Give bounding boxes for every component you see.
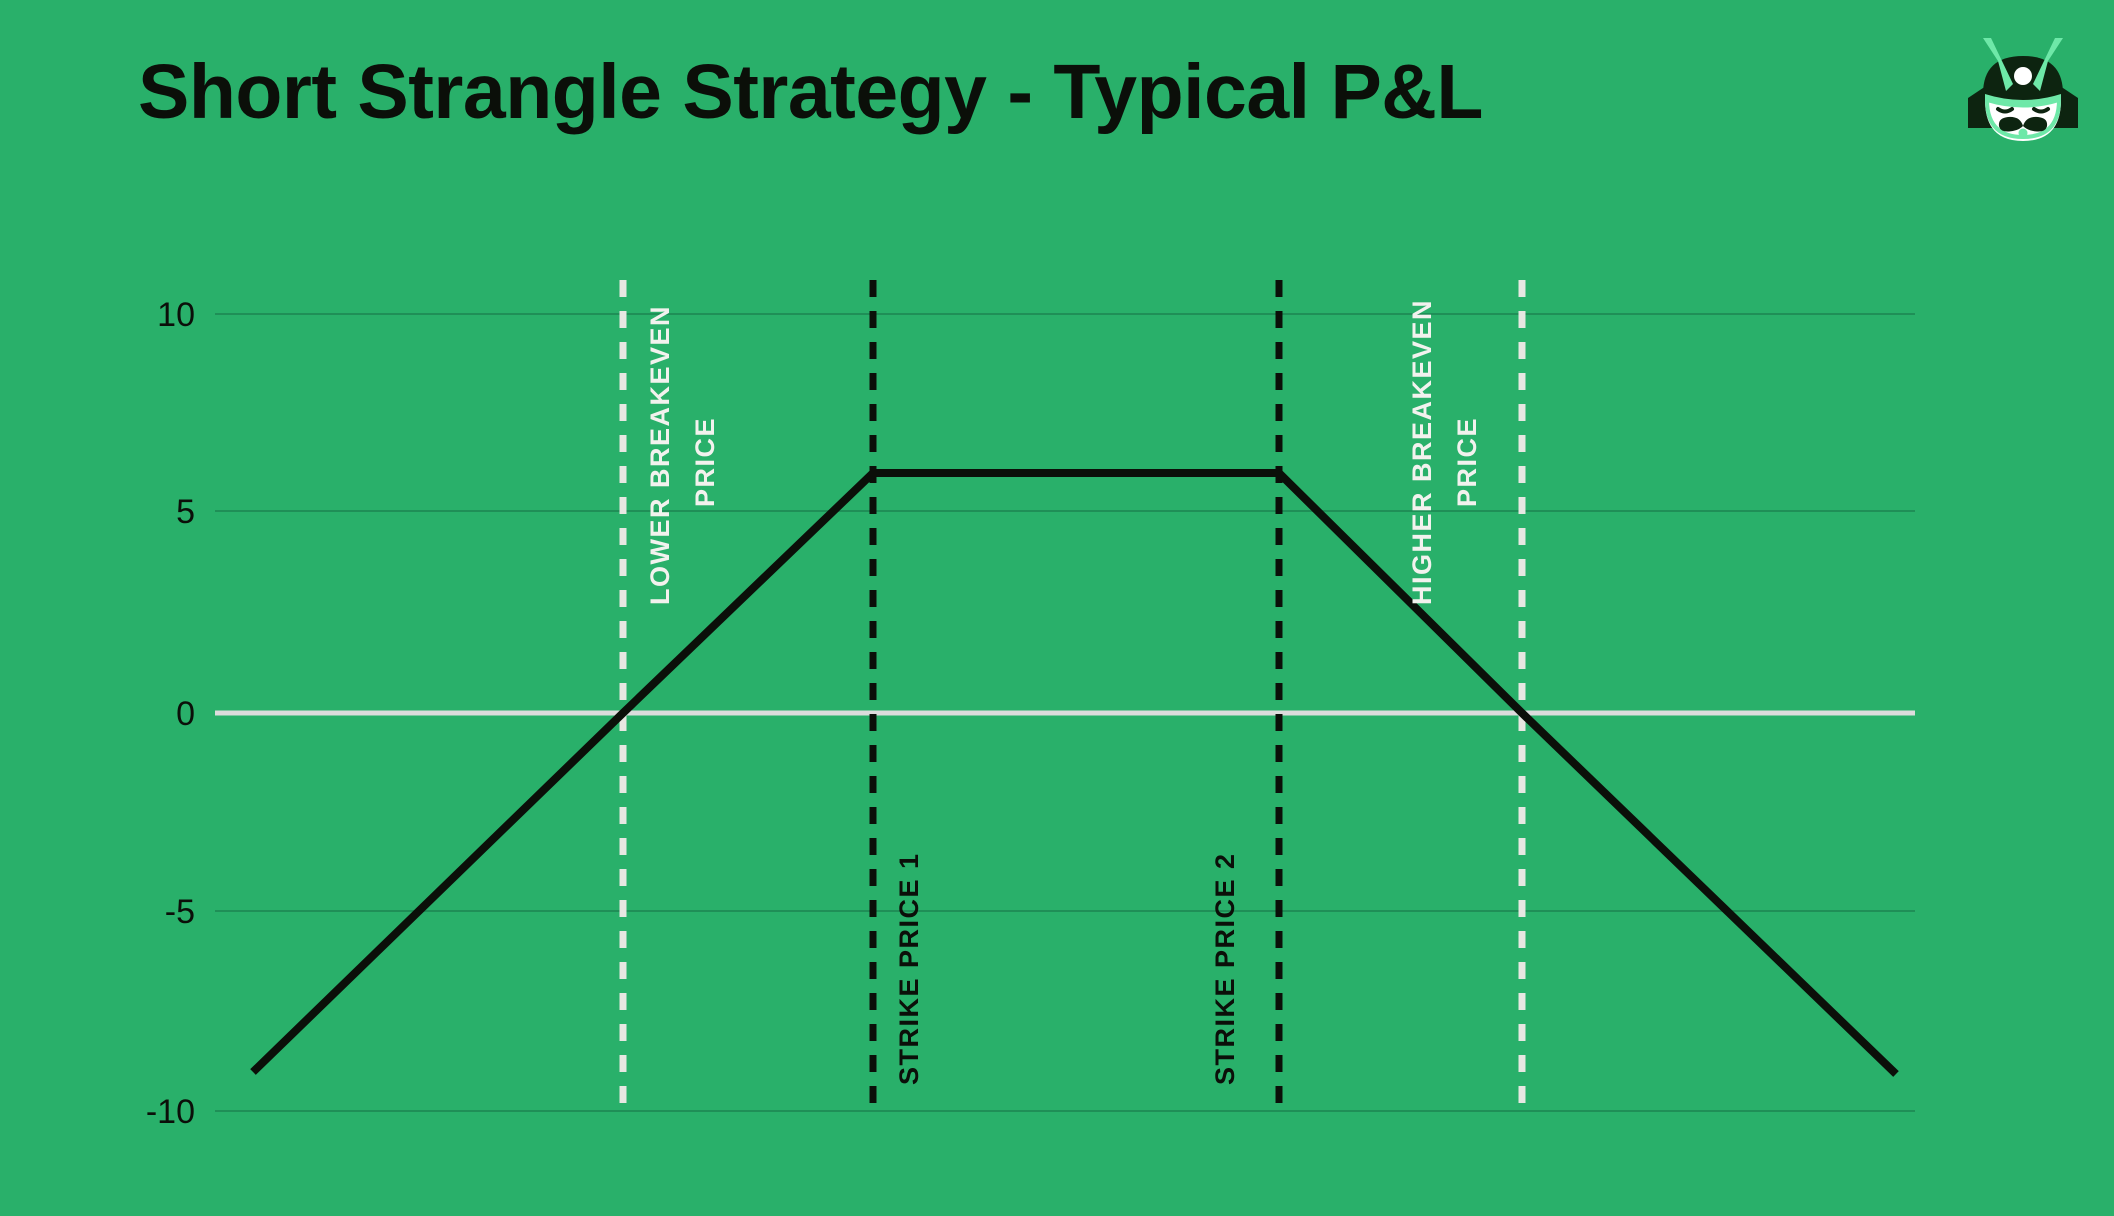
svg-text:HIGHER BREAKEVEN: HIGHER BREAKEVEN: [1407, 299, 1437, 605]
svg-text:LOWER BREAKEVEN: LOWER BREAKEVEN: [645, 305, 675, 605]
svg-text:PRICE: PRICE: [1452, 417, 1482, 507]
svg-text:0: 0: [176, 695, 195, 733]
svg-text:-10: -10: [146, 1093, 195, 1131]
svg-text:STRIKE PRICE 2: STRIKE PRICE 2: [1210, 852, 1240, 1085]
svg-text:-5: -5: [165, 893, 195, 931]
svg-text:5: 5: [176, 493, 195, 531]
svg-text:PRICE: PRICE: [690, 417, 720, 507]
svg-text:10: 10: [157, 296, 195, 334]
svg-text:STRIKE PRICE 1: STRIKE PRICE 1: [894, 852, 924, 1085]
